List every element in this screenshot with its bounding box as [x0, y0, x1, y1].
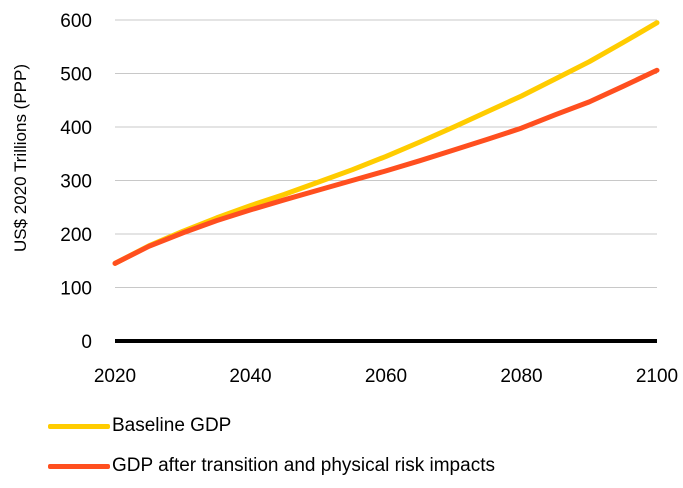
- x-tick-2100: 2100: [636, 366, 678, 387]
- y-tick-300: 300: [60, 172, 92, 193]
- y-axis-title: US$ 2020 Trillions (PPP): [11, 64, 30, 252]
- legend: Baseline GDP GDP after transition and ph…: [48, 408, 678, 488]
- y-tick-600: 600: [60, 11, 92, 32]
- legend-label-baseline: Baseline GDP: [112, 415, 232, 436]
- x-tick-2060: 2060: [365, 366, 407, 387]
- y-tick-200: 200: [60, 225, 92, 246]
- gridlines: [115, 19, 657, 343]
- x-tick-2020: 2020: [94, 366, 136, 387]
- legend-item-risk-adjusted: GDP after transition and physical risk i…: [48, 448, 678, 484]
- y-tick-400: 400: [60, 118, 92, 139]
- x-tick-2040: 2040: [229, 366, 271, 387]
- x-tick-2080: 2080: [500, 366, 542, 387]
- series-lines: [112, 20, 660, 266]
- legend-label-risk-adjusted: GDP after transition and physical risk i…: [112, 455, 495, 476]
- legend-swatch-risk-adjusted: [48, 463, 110, 469]
- y-tick-100: 100: [60, 279, 92, 300]
- series-line-risk-adjusted: [112, 67, 660, 266]
- chart: 0 100 200 300 400 500 600 2020 2040 2060 2080 2100…: [11, 11, 678, 387]
- x-tick-labels: 2020 2040 2060 2080 2100: [94, 366, 678, 387]
- legend-swatch-baseline: [48, 423, 110, 429]
- y-tick-0: 0: [81, 332, 92, 353]
- legend-item-baseline: Baseline GDP: [48, 408, 678, 444]
- y-tick-labels: 0 100 200 300 400 500 600: [60, 11, 92, 353]
- y-tick-500: 500: [60, 65, 92, 86]
